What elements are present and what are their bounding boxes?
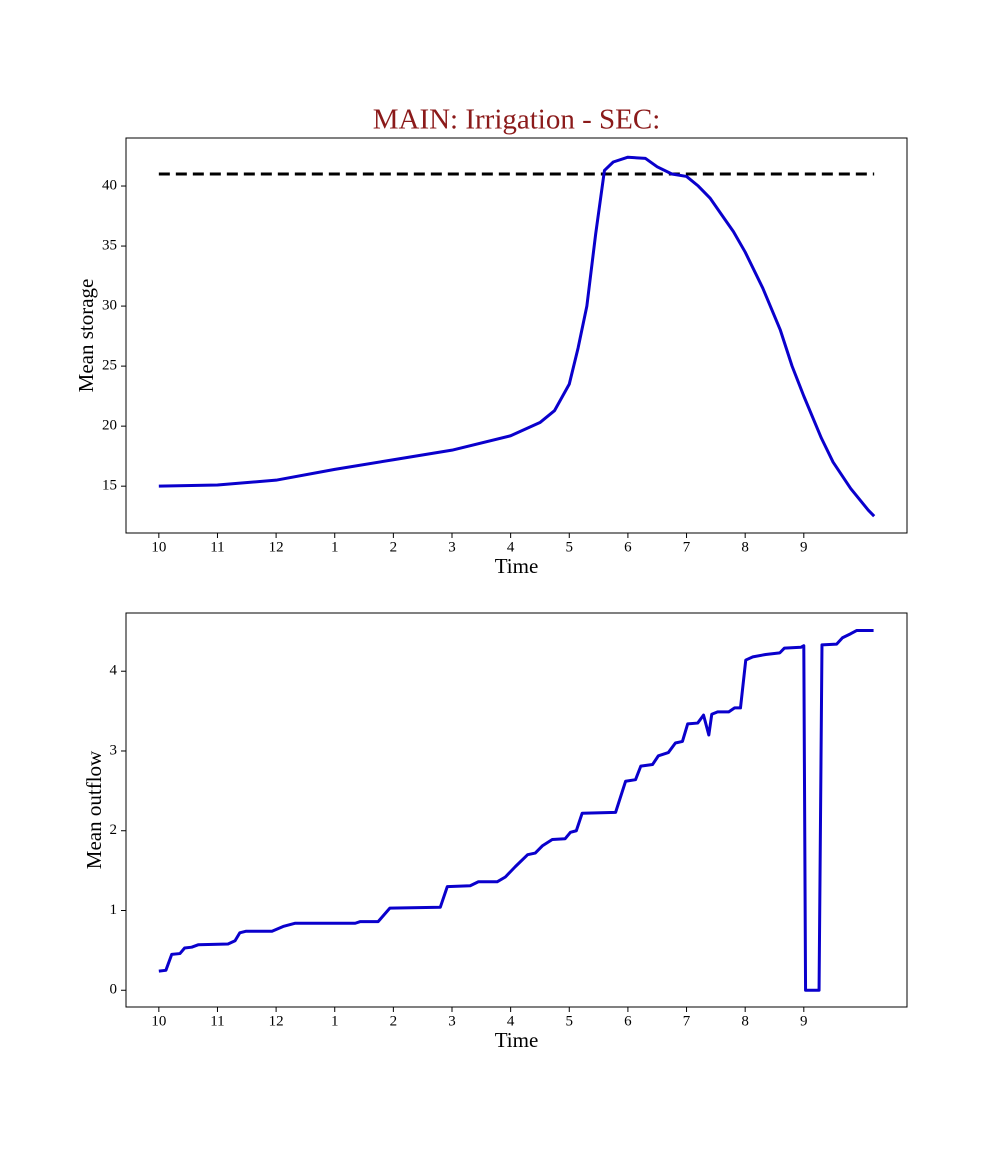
x-tick-label: 5 bbox=[566, 539, 574, 555]
x-axis-label: Time bbox=[495, 1028, 539, 1052]
x-tick-label: 10 bbox=[151, 1013, 166, 1029]
x-tick-label: 7 bbox=[683, 1013, 691, 1029]
x-tick-label: 10 bbox=[151, 539, 166, 555]
x-tick-label: 1 bbox=[331, 539, 339, 555]
x-tick-label: 11 bbox=[210, 539, 224, 555]
x-tick-label: 8 bbox=[741, 539, 749, 555]
y-tick-label: 25 bbox=[102, 358, 117, 374]
x-tick-label: 7 bbox=[683, 539, 691, 555]
x-tick-label: 3 bbox=[448, 539, 456, 555]
y-tick-label: 20 bbox=[102, 418, 117, 434]
data-line bbox=[158, 629, 874, 992]
x-tick-label: 6 bbox=[624, 1013, 632, 1029]
x-tick-label: 9 bbox=[800, 539, 808, 555]
plot-frame bbox=[125, 137, 908, 534]
y-tick-label: 15 bbox=[102, 478, 117, 494]
x-tick-label: 2 bbox=[390, 1013, 398, 1029]
y-tick-label: 3 bbox=[110, 742, 118, 758]
y-tick-label: 0 bbox=[110, 982, 118, 998]
x-tick-label: 9 bbox=[800, 1013, 808, 1029]
x-tick-label: 6 bbox=[624, 539, 632, 555]
y-tick-label: 35 bbox=[102, 237, 117, 253]
x-tick-label: 12 bbox=[269, 1013, 284, 1029]
y-tick-label: 4 bbox=[110, 663, 118, 679]
x-tick-label: 5 bbox=[566, 1013, 574, 1029]
x-tick-label: 1 bbox=[331, 1013, 339, 1029]
data-line bbox=[158, 155, 876, 518]
y-tick-label: 1 bbox=[110, 902, 118, 918]
x-tick-label: 4 bbox=[507, 1013, 515, 1029]
plot-frame bbox=[125, 612, 908, 1008]
x-tick-label: 8 bbox=[741, 1013, 749, 1029]
x-tick-label: 3 bbox=[448, 1013, 456, 1029]
y-axis-label: Mean outflow bbox=[82, 750, 106, 869]
x-tick-label: 2 bbox=[390, 539, 398, 555]
y-axis-label: Mean storage bbox=[74, 279, 98, 393]
y-tick-label: 40 bbox=[102, 177, 117, 193]
y-tick-label: 2 bbox=[110, 822, 118, 838]
chart-title: MAIN: Irrigation - SEC: bbox=[373, 104, 661, 136]
x-tick-label: 4 bbox=[507, 539, 515, 555]
x-tick-label: 12 bbox=[269, 539, 284, 555]
x-axis-label: Time bbox=[495, 554, 539, 578]
y-tick-label: 30 bbox=[102, 298, 117, 314]
x-tick-label: 11 bbox=[210, 1013, 224, 1029]
